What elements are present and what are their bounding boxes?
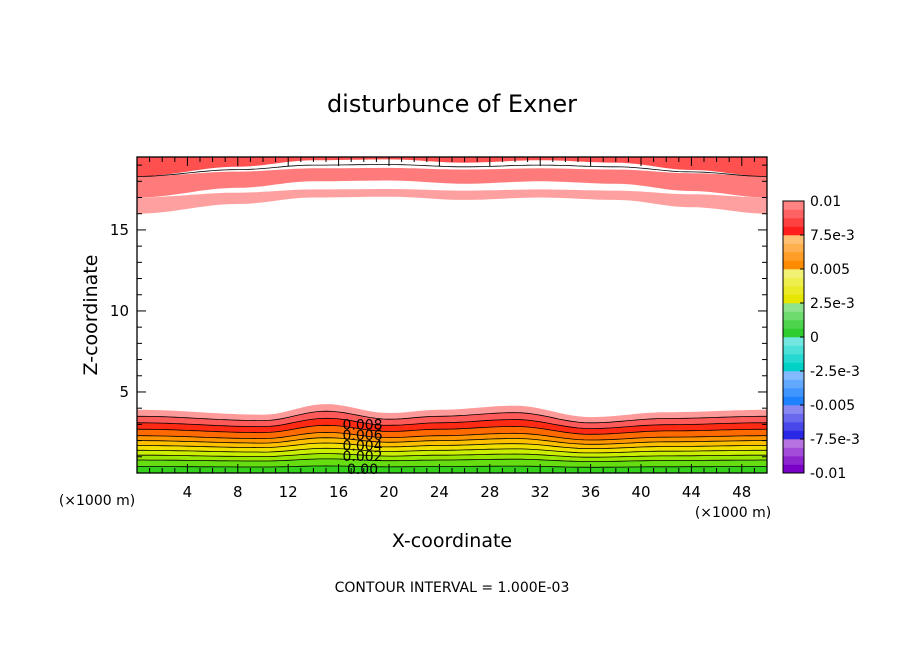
contour-line-lower-5 bbox=[137, 437, 767, 445]
colorbar-segment bbox=[783, 294, 804, 304]
x-tick-label: 28 bbox=[480, 483, 499, 501]
contour-line-lower-1 bbox=[137, 458, 767, 462]
y-unit-label: (×1000 m) bbox=[59, 493, 135, 509]
colorbar-segment bbox=[783, 235, 804, 244]
colorbar-label: 0.01 bbox=[810, 194, 841, 210]
colorbar-segment bbox=[783, 320, 804, 329]
contour-band-lower-7 bbox=[137, 425, 767, 440]
contour-band-lower-10 bbox=[137, 404, 767, 423]
colorbar-segment bbox=[783, 218, 804, 227]
colorbar-segment bbox=[783, 277, 804, 287]
contour-line-upper bbox=[137, 164, 767, 177]
colorbar-segment bbox=[783, 413, 804, 423]
x-tick-label: 16 bbox=[329, 483, 348, 501]
colorbar-segment bbox=[783, 201, 804, 210]
contour-band-upper-1 bbox=[137, 167, 767, 198]
colorbar-segment bbox=[783, 209, 804, 219]
colorbar-segment bbox=[783, 362, 804, 372]
contour-band-upper-2 bbox=[137, 189, 767, 214]
x-axis-label: X-coordinate bbox=[392, 530, 512, 552]
contour-band-lower-2 bbox=[137, 453, 767, 462]
colorbar-label: -0.01 bbox=[810, 466, 846, 482]
colorbar-segment bbox=[783, 430, 804, 440]
x-tick-label: 20 bbox=[379, 483, 398, 501]
contour-line-lower-4 bbox=[137, 442, 767, 450]
colorbar-segment bbox=[783, 303, 804, 312]
colorbar-segment bbox=[783, 422, 804, 431]
colorbar-segment bbox=[783, 226, 804, 236]
x-tick-label: 4 bbox=[183, 483, 193, 501]
y-tick-label: 15 bbox=[110, 221, 129, 239]
y-axis: 5 10 15 bbox=[110, 164, 767, 458]
y-tick-label: 5 bbox=[119, 383, 129, 401]
colorbar-segment bbox=[783, 311, 804, 321]
colorbar-segment bbox=[783, 371, 804, 380]
plot-area bbox=[136, 157, 768, 473]
contour-band-lower-1 bbox=[137, 458, 767, 468]
contour-line-lower-7 bbox=[136, 424, 768, 435]
x-tick-label: 24 bbox=[430, 483, 449, 501]
contour-band-lower-6 bbox=[137, 432, 767, 445]
contour-label: 0.008 bbox=[342, 417, 382, 433]
colorbar-segment bbox=[783, 396, 804, 406]
colorbar-label: 2.5e-3 bbox=[810, 296, 855, 312]
contour-line-lower-9 bbox=[137, 410, 767, 424]
contour-label: 0.006 bbox=[342, 428, 382, 444]
contour-line-lower-3 bbox=[137, 447, 767, 454]
x-tick-label: 36 bbox=[581, 483, 600, 501]
contour-band-upper-0 bbox=[137, 157, 767, 177]
colorbar-label: -2.5e-3 bbox=[810, 364, 860, 380]
x-tick-label: 40 bbox=[631, 483, 650, 501]
colorbar-segment bbox=[783, 464, 804, 474]
colorbar-segment bbox=[783, 388, 804, 397]
x-tick-label: 8 bbox=[233, 483, 243, 501]
colorbar-segment bbox=[783, 337, 804, 346]
colorbar-segment bbox=[783, 328, 804, 338]
colorbar-segment bbox=[783, 269, 804, 278]
x-tick-label: 32 bbox=[531, 483, 550, 501]
colorbar-segment bbox=[783, 439, 804, 448]
colorbar-segment bbox=[783, 405, 804, 414]
colorbar-segment bbox=[783, 286, 804, 295]
contour-line-lower-0 bbox=[137, 465, 767, 468]
colorbar-segment bbox=[783, 447, 804, 457]
colorbar: 0.01 7.5e-3 0.005 2.5e-3 0 -2.5e-3 -0.005 -7.5e… bbox=[782, 194, 860, 482]
contour-line-lower-2 bbox=[137, 453, 767, 458]
contour-line-lower-8 bbox=[137, 417, 767, 430]
contour-label: 0.004 bbox=[342, 438, 382, 454]
y-tick-label: 10 bbox=[110, 302, 129, 320]
colorbar-segment bbox=[783, 252, 804, 261]
x-unit-label: (×1000 m) bbox=[695, 505, 771, 521]
x-axis: 4 8 12 16 20 24 28 32 36 40 44 48 bbox=[149, 157, 755, 501]
colorbar-label: -7.5e-3 bbox=[810, 432, 860, 448]
contour-band-lower-8 bbox=[137, 418, 767, 435]
colorbar-segment bbox=[783, 354, 804, 363]
colorbar-label: 0 bbox=[810, 330, 819, 346]
colorbar-segment bbox=[783, 260, 804, 270]
contour-band-lower-9 bbox=[137, 411, 767, 429]
colorbar-segment bbox=[783, 345, 804, 355]
contour-label: 0.002 bbox=[342, 449, 382, 465]
y-axis-label: Z-coordinate bbox=[80, 255, 102, 376]
colorbar-label: -0.005 bbox=[810, 398, 855, 414]
colorbar-segment bbox=[783, 379, 804, 389]
chart-title: disturbunce of Exner bbox=[327, 90, 577, 118]
x-tick-label: 48 bbox=[732, 483, 751, 501]
colorbar-label: 0.005 bbox=[810, 262, 850, 278]
x-tick-label: 12 bbox=[279, 483, 298, 501]
contour-interval-note: CONTOUR INTERVAL = 1.000E-03 bbox=[335, 580, 570, 596]
contour-line-lower-6 bbox=[137, 431, 767, 441]
colorbar-segment bbox=[783, 456, 804, 465]
contour-label: 0.00 bbox=[347, 462, 378, 478]
x-tick-label: 44 bbox=[682, 483, 701, 501]
colorbar-segment bbox=[783, 243, 804, 253]
colorbar-label: 7.5e-3 bbox=[810, 228, 855, 244]
